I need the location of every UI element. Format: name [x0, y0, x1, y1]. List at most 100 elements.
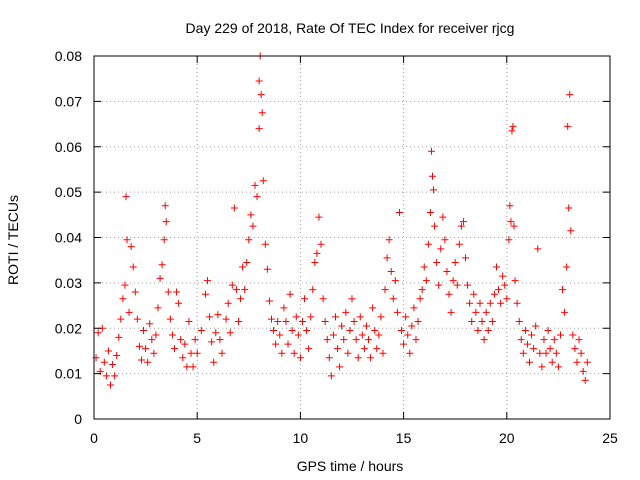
data-point	[362, 322, 370, 330]
data-point	[569, 331, 577, 339]
data-point	[379, 349, 387, 357]
data-point	[121, 281, 129, 289]
data-point	[387, 268, 395, 276]
data-point	[191, 336, 199, 344]
data-point	[457, 222, 465, 230]
data-point	[447, 308, 455, 316]
data-point	[162, 218, 170, 226]
data-point	[319, 295, 327, 303]
data-point	[348, 295, 356, 303]
data-point	[398, 327, 406, 335]
data-point	[375, 331, 383, 339]
data-point	[404, 331, 412, 339]
data-point	[427, 147, 435, 155]
data-point	[122, 193, 130, 201]
y-tick-label: 0.07	[55, 93, 82, 109]
data-point	[94, 329, 102, 337]
data-point	[160, 236, 168, 244]
data-point	[305, 345, 313, 353]
data-point	[435, 281, 443, 289]
x-tick-label: 15	[396, 430, 412, 446]
data-point	[550, 336, 558, 344]
data-point	[430, 186, 438, 194]
data-point	[183, 363, 191, 371]
data-point	[453, 281, 461, 289]
y-axis-title: ROTI / TECUs	[5, 195, 21, 285]
data-point	[391, 277, 399, 285]
data-point	[503, 295, 511, 303]
data-point	[334, 345, 342, 353]
data-point	[509, 122, 517, 130]
data-point	[356, 313, 364, 321]
data-point	[420, 263, 428, 271]
data-point	[259, 177, 267, 185]
data-point	[377, 313, 385, 321]
data-point	[513, 299, 521, 307]
data-point	[156, 274, 164, 282]
data-point	[261, 240, 269, 248]
data-point	[554, 363, 562, 371]
data-point	[296, 354, 304, 362]
data-point	[177, 336, 185, 344]
y-tick-label: 0.08	[55, 48, 82, 64]
data-point	[288, 327, 296, 335]
data-point	[107, 381, 115, 389]
data-point	[226, 329, 234, 337]
data-point	[278, 349, 286, 357]
data-point	[216, 336, 224, 344]
data-point	[556, 331, 564, 339]
data-point	[173, 288, 181, 296]
data-point	[286, 290, 294, 298]
data-point	[534, 245, 542, 253]
data-point	[150, 349, 158, 357]
data-point	[175, 299, 183, 307]
data-point	[164, 288, 172, 296]
data-point	[210, 358, 218, 366]
data-point	[243, 258, 251, 266]
data-point	[408, 322, 416, 330]
data-point	[239, 263, 247, 271]
x-tick-label: 10	[293, 430, 309, 446]
data-point	[464, 281, 472, 289]
data-point	[284, 340, 292, 348]
data-point	[497, 299, 505, 307]
data-point	[274, 317, 282, 325]
data-point	[416, 295, 424, 303]
x-tick-label: 5	[193, 430, 201, 446]
data-point	[327, 372, 335, 380]
data-point	[144, 358, 152, 366]
data-point	[579, 367, 587, 375]
data-point	[301, 295, 309, 303]
data-point	[340, 336, 348, 344]
data-point	[544, 327, 552, 335]
data-point	[270, 327, 278, 335]
data-point	[237, 295, 245, 303]
data-point	[433, 258, 441, 266]
data-point	[307, 313, 315, 321]
data-point	[152, 331, 160, 339]
data-point	[418, 286, 426, 294]
data-point	[492, 263, 500, 271]
data-point	[206, 313, 214, 321]
data-point	[424, 240, 432, 248]
grid	[94, 56, 610, 419]
data-point	[519, 349, 527, 357]
data-point	[410, 304, 418, 312]
data-point	[532, 322, 540, 330]
data-point	[385, 236, 393, 244]
data-point	[536, 349, 544, 357]
data-point	[505, 236, 513, 244]
data-point	[367, 354, 375, 362]
data-point	[168, 331, 176, 339]
data-point	[111, 372, 119, 380]
y-tick-label: 0.02	[55, 320, 82, 336]
data-point	[507, 218, 515, 226]
data-point	[459, 218, 467, 226]
data-point	[352, 336, 360, 344]
data-point	[104, 347, 112, 355]
data-point	[462, 254, 470, 262]
data-point	[258, 109, 266, 117]
data-point	[214, 311, 222, 319]
data-point	[197, 327, 205, 335]
data-point	[245, 236, 253, 244]
